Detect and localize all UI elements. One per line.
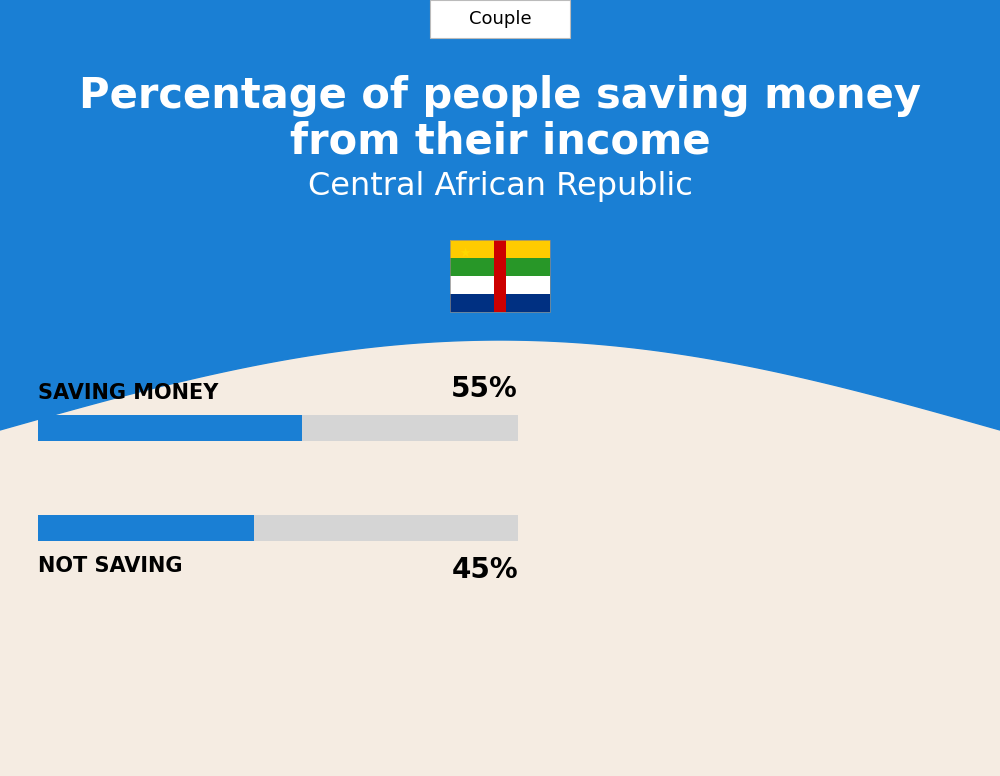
Text: NOT SAVING: NOT SAVING <box>38 556 182 576</box>
Text: SAVING MONEY: SAVING MONEY <box>38 383 218 403</box>
Bar <box>38 515 254 541</box>
Text: Couple: Couple <box>469 10 531 28</box>
Text: 55%: 55% <box>451 375 518 403</box>
Bar <box>38 415 302 441</box>
Bar <box>494 240 506 312</box>
Text: Central African Republic: Central African Republic <box>308 171 692 202</box>
Bar <box>450 258 550 276</box>
FancyBboxPatch shape <box>430 0 570 38</box>
Bar <box>450 276 550 294</box>
Text: ★: ★ <box>459 247 471 259</box>
Bar <box>38 415 518 441</box>
Text: 45%: 45% <box>451 556 518 584</box>
Bar <box>450 240 550 258</box>
Polygon shape <box>0 0 1000 430</box>
Bar <box>450 294 550 312</box>
Text: Percentage of people saving money: Percentage of people saving money <box>79 75 921 117</box>
Bar <box>38 515 518 541</box>
Text: from their income: from their income <box>290 120 710 162</box>
Bar <box>450 240 550 312</box>
